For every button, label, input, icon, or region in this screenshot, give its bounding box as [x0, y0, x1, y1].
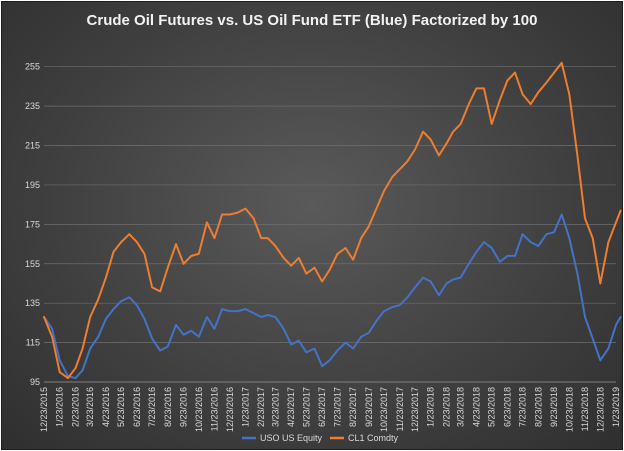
x-tick-label: 11/23/2016: [210, 387, 220, 431]
x-tick-label: 6/23/2017: [317, 387, 327, 427]
legend-label: CL1 Comdty: [348, 433, 399, 443]
x-tick-label: 1/23/2017: [240, 387, 250, 427]
x-tick-label: 12/23/2015: [39, 387, 49, 432]
x-tick-label: 7/23/2017: [332, 387, 342, 427]
x-tick-label: 10/23/2018: [564, 387, 574, 432]
y-tick-label: 155: [25, 259, 40, 269]
x-tick-label: 9/23/2017: [364, 387, 374, 427]
x-tick-label: 1/23/2018: [426, 387, 436, 427]
x-tick-label: 6/23/2016: [132, 387, 142, 427]
x-tick-label: 3/23/2016: [85, 387, 95, 427]
x-tick-label: 9/23/2016: [179, 387, 189, 427]
x-tick-label: 2/23/2018: [441, 387, 451, 427]
x-tick-label: 3/23/2017: [270, 387, 280, 427]
x-tick-label: 5/23/2017: [301, 387, 311, 427]
x-tick-label: 3/23/2018: [456, 387, 466, 427]
x-tick-label: 11/23/2017: [395, 387, 405, 431]
x-tick-label: 2/23/2017: [256, 387, 266, 427]
x-tick-label: 12/23/2018: [595, 387, 605, 432]
x-tick-label: 7/23/2016: [147, 387, 157, 427]
y-tick-label: 195: [25, 180, 40, 190]
series-line-cl1: [43, 61, 622, 380]
y-tick-label: 95: [30, 377, 40, 387]
legend-label: USO US Equity: [260, 433, 323, 443]
series-line-uso: [43, 213, 622, 380]
y-tick-label: 115: [26, 338, 40, 348]
x-tick-label: 1/23/2019: [611, 387, 621, 427]
x-tick-label: 12/23/2017: [410, 387, 420, 432]
y-tick-label: 175: [25, 219, 40, 229]
x-tick-label: 2/23/2016: [70, 387, 80, 427]
y-tick-label: 255: [25, 62, 40, 72]
y-tick-label: 135: [25, 298, 40, 308]
x-tick-label: 4/23/2016: [101, 387, 111, 427]
x-tick-label: 10/23/2016: [194, 387, 204, 432]
x-tick-label: 12/23/2016: [225, 387, 235, 432]
x-tick-label: 9/23/2018: [549, 387, 559, 427]
y-tick-label: 235: [25, 101, 40, 111]
chart-title: Crude Oil Futures vs. US Oil Fund ETF (B…: [87, 12, 538, 29]
x-tick-label: 11/23/2018: [580, 387, 590, 431]
x-tick-label: 7/23/2018: [518, 387, 528, 427]
x-tick-label: 6/23/2018: [502, 387, 512, 427]
x-tick-label: 8/23/2018: [533, 387, 543, 427]
x-tick-label: 5/23/2018: [487, 387, 497, 427]
x-tick-label: 5/23/2016: [116, 387, 126, 427]
x-tick-label: 1/23/2016: [55, 387, 65, 427]
x-tick-label: 4/23/2017: [286, 387, 296, 427]
x-tick-label: 8/23/2017: [348, 387, 358, 427]
x-tick-label: 10/23/2017: [379, 387, 389, 432]
x-tick-label: 8/23/2016: [163, 387, 173, 427]
x-tick-label: 4/23/2018: [471, 387, 481, 427]
y-tick-label: 215: [25, 141, 40, 151]
